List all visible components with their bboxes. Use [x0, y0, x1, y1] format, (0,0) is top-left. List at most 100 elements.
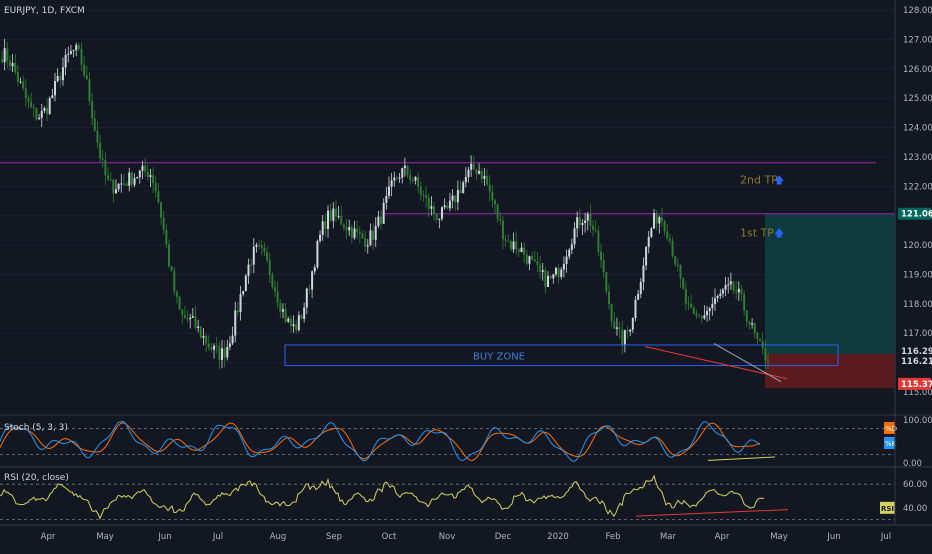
stoch-k-line: [0, 421, 761, 462]
rsi-trend-line[interactable]: [635, 509, 789, 517]
time-axis-label: Sep: [326, 532, 342, 542]
candle-body: [345, 227, 348, 231]
candle-body: [252, 246, 255, 265]
first-tp-label: 1st TP: [740, 226, 774, 239]
candle-body: [274, 287, 277, 292]
candle-body: [528, 256, 531, 264]
time-axis-label: May: [96, 532, 114, 542]
candle-body: [756, 333, 759, 340]
candle-body: [708, 308, 711, 312]
candle-body: [560, 269, 563, 278]
price-axis-label: 123.000: [903, 153, 932, 163]
candle-body: [194, 316, 197, 329]
stoch-legend-swatch: [884, 437, 895, 449]
trend-line-red[interactable]: [644, 345, 788, 380]
candle-body: [403, 165, 406, 169]
price-tag-background: [898, 345, 931, 358]
candle-body: [1, 59, 3, 63]
candle-body: [687, 303, 690, 305]
candle-body: [483, 175, 486, 179]
candle-body: [234, 310, 237, 336]
candle-body: [682, 278, 685, 289]
candle-body: [67, 53, 70, 55]
candle-body: [459, 189, 462, 194]
first-tp-arrow-icon: 🡅: [774, 227, 784, 239]
candle-body: [319, 234, 322, 241]
candle-body: [16, 72, 19, 82]
candle-body: [372, 230, 375, 240]
candle-body: [43, 108, 46, 111]
price-tag: 116.219: [898, 355, 932, 368]
candle-body: [109, 179, 112, 181]
time-axis-label: Jul: [880, 532, 891, 542]
candle-body: [621, 329, 624, 345]
candle-body: [8, 61, 11, 67]
candle-body: [220, 348, 223, 360]
candle-body: [117, 183, 120, 190]
candle-body: [464, 176, 467, 183]
candle-body: [509, 241, 512, 250]
rsi-line: [0, 474, 765, 520]
candle-body: [263, 247, 266, 252]
candle-body: [112, 180, 115, 194]
price-axis-label: 119.000: [903, 270, 932, 280]
candle-body: [369, 230, 372, 246]
candle-body: [107, 175, 110, 180]
candle-body: [48, 98, 51, 114]
candle-body: [348, 227, 351, 231]
candle-body: [732, 281, 735, 291]
candle-body: [613, 321, 616, 329]
candle-body: [255, 244, 258, 247]
candle-body: [576, 217, 579, 229]
candle-body: [24, 88, 27, 99]
candle-body: [295, 324, 298, 331]
candle-body: [568, 249, 571, 257]
candle-body: [80, 48, 83, 65]
candle-body: [146, 171, 149, 178]
time-axis-label: Nov: [439, 532, 456, 542]
candle-body: [520, 247, 523, 253]
buy-zone[interactable]: [284, 344, 839, 367]
candle-body: [674, 256, 677, 265]
candle-body: [289, 318, 292, 327]
stoch-title: Stoch (5, 3, 3): [4, 423, 68, 433]
second-tp-label: 2nd TP: [740, 173, 778, 186]
candle-body: [456, 189, 459, 203]
candle-body: [671, 240, 674, 257]
candle-body: [99, 142, 102, 159]
price-pane: BUY ZONE 2nd TP 🡅 1st TP 🡅 EURJPY, 1D, F…: [0, 6, 932, 398]
candle-body: [600, 251, 603, 261]
candle-body: [764, 348, 767, 361]
candle-body: [77, 44, 80, 49]
time-axis[interactable]: Apr May Jun Jul Aug Sep Oct Nov Dec 2020 Feb Mar Apr…: [41, 532, 891, 542]
price-axis: 128.000 127.000 126.000 125.000 124.000 123.0…: [903, 6, 932, 398]
candle-body: [486, 175, 489, 185]
price-axis-label: 120.000: [903, 241, 932, 251]
candle-body: [642, 265, 645, 282]
trend-line-gray[interactable]: [713, 343, 782, 383]
candle-body: [666, 231, 669, 239]
candle-body: [417, 176, 420, 187]
candle-body: [27, 98, 30, 102]
candle-body: [676, 264, 679, 266]
candle-body: [499, 219, 502, 221]
rsi-axis-label: 40.00: [903, 504, 927, 514]
time-axis-label: 2020: [547, 532, 569, 542]
stoch-axis-label: 100.00: [903, 416, 932, 426]
stoch-axis: 100.00 0.00: [903, 416, 932, 469]
stoch-pane: Stoch (5, 3, 3) 100.00 0.00 %D %K: [0, 414, 932, 469]
candle-body: [438, 218, 441, 220]
stoch-trend-line[interactable]: [707, 456, 776, 461]
candle-body: [525, 254, 528, 264]
candle-body: [501, 220, 504, 240]
candle-body: [244, 275, 247, 292]
candle-body: [623, 330, 626, 345]
candle-body: [144, 165, 147, 172]
candle-body: [96, 130, 99, 143]
price-tag-background: [898, 355, 931, 368]
candle-body: [425, 195, 428, 199]
candle-body: [356, 228, 359, 232]
candle-body: [152, 175, 155, 184]
candle-body: [547, 276, 550, 287]
